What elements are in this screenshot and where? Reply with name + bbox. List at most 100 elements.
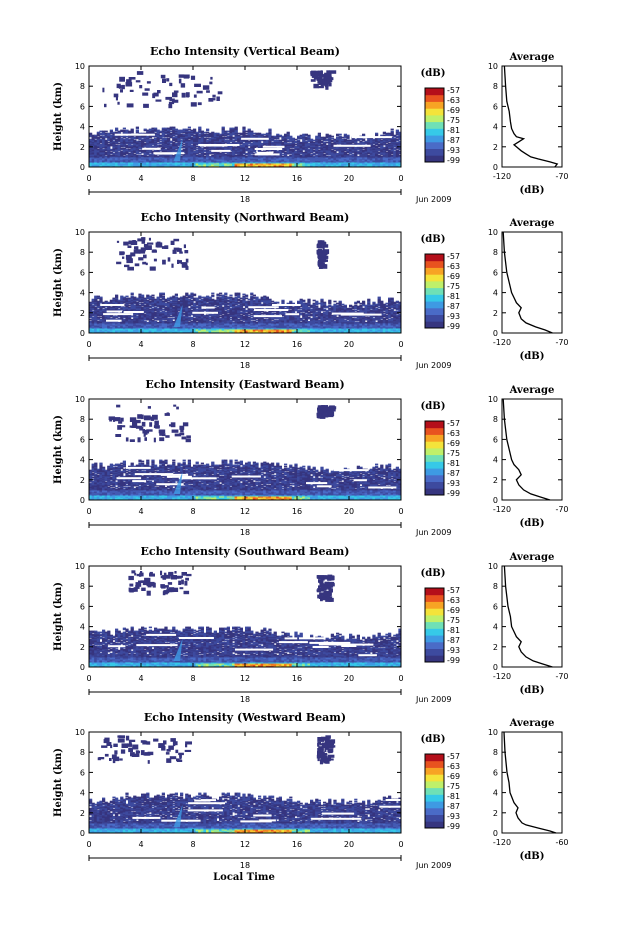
heatmap-cell [208, 139, 212, 142]
heatmap-cell [169, 144, 173, 147]
heatmap-cell [382, 131, 386, 134]
heatmap-cell [96, 133, 100, 136]
heatmap-cell [297, 160, 301, 163]
heatmap-cell [96, 152, 100, 155]
heatmap-cell [330, 156, 334, 159]
heatmap-cell [234, 146, 238, 149]
heatmap-cell [263, 156, 267, 159]
heatmap-cell [107, 134, 111, 137]
heatmap-cell [388, 133, 392, 136]
heatmap-cell [268, 133, 272, 136]
heatmap-cell [232, 163, 236, 165]
heatmap-cell [317, 139, 321, 142]
heatmap-cell [146, 307, 150, 310]
heatmap-cell [226, 157, 230, 160]
heatmap-cell [258, 145, 262, 148]
heatmap-cell [369, 152, 373, 155]
heatmap-cell [260, 133, 264, 136]
heatmap-cell [271, 154, 275, 157]
heatmap-cell [390, 149, 394, 152]
heatmap-cell [89, 147, 93, 150]
heatmap-cell [343, 157, 347, 160]
heatmap-cell [198, 131, 202, 134]
heatmap-cell [390, 158, 394, 161]
heatmap-cell [143, 305, 147, 308]
heatmap-cell [289, 146, 293, 149]
heatmap-cell [289, 156, 293, 159]
heatmap-cell [312, 142, 316, 145]
heatmap-cell [91, 165, 95, 167]
heatmap-cell [234, 136, 238, 139]
heatmap-cell [224, 137, 228, 140]
heatmap-cell [120, 129, 124, 132]
heatmap-cell [385, 133, 389, 136]
heatmap-cell [143, 160, 147, 163]
heatmap-cell [299, 145, 303, 148]
heatmap-cell [333, 164, 337, 166]
heatmap-cell [141, 151, 145, 154]
heatmap-cell [164, 315, 168, 318]
heatmap-cell [141, 157, 145, 160]
heatmap-cell [109, 315, 113, 318]
heatmap-cell [247, 165, 251, 167]
heatmap-cell [317, 146, 321, 149]
heatmap-cell [302, 151, 306, 154]
heatmap-cell [284, 138, 288, 141]
heatmap-cell [338, 148, 342, 151]
heatmap-cell [164, 155, 168, 158]
heatmap-cell [133, 313, 137, 316]
heatmap-cell [138, 295, 142, 298]
heatmap-cell [206, 129, 210, 132]
heatmap-cell [364, 150, 368, 153]
heatmap-cell [182, 134, 186, 137]
heatmap-cell [128, 131, 132, 134]
heatmap-cell [133, 312, 137, 315]
heatmap-cell [198, 150, 202, 153]
heatmap-cell [141, 160, 145, 163]
heatmap-cell [120, 322, 124, 325]
heatmap-cell [133, 329, 137, 331]
heatmap-cell [284, 161, 288, 164]
heatmap-cell [99, 321, 103, 324]
heatmap-cell [362, 153, 366, 156]
heatmap-cell [221, 160, 225, 163]
heatmap-cell [278, 135, 282, 138]
heatmap-cell [375, 141, 379, 144]
heatmap-cell [385, 165, 389, 167]
y-tick-label: 6 [80, 102, 85, 111]
heatmap-cell [393, 158, 397, 161]
heatmap-cell [271, 139, 275, 142]
heatmap-cell [156, 145, 160, 148]
heatmap-cell [317, 134, 321, 137]
heatmap-cell [154, 142, 158, 145]
cloud-echo [157, 90, 161, 94]
heatmap-cell [289, 159, 293, 162]
heatmap-cell [325, 146, 329, 149]
heatmap-cell [302, 158, 306, 161]
heatmap-cell [109, 308, 113, 311]
heatmap-cell [343, 141, 347, 144]
heatmap-cell [216, 138, 220, 141]
heatmap-cell [234, 158, 238, 161]
heatmap-cell [185, 128, 189, 131]
heatmap-cell [122, 319, 126, 322]
heatmap-cell [349, 164, 353, 166]
heatmap-cell [164, 165, 168, 167]
heatmap-cell [242, 136, 246, 139]
heatmap-cell [107, 144, 111, 147]
heatmap-cell [112, 299, 116, 302]
heatmap-cell [310, 142, 314, 145]
heatmap-cell [250, 161, 254, 164]
heatmap-cell [226, 163, 230, 165]
heatmap-cell [385, 160, 389, 163]
heatmap-cell [130, 302, 134, 305]
heatmap-cell [250, 151, 254, 154]
heatmap-cell [206, 150, 210, 153]
heatmap-cell [117, 136, 121, 139]
heatmap-cell [159, 324, 163, 327]
heatmap-cell [224, 151, 228, 154]
heatmap-cell [265, 157, 269, 160]
heatmap-cell [382, 147, 386, 150]
heatmap-cell [161, 140, 165, 143]
heatmap-cell [369, 147, 373, 150]
